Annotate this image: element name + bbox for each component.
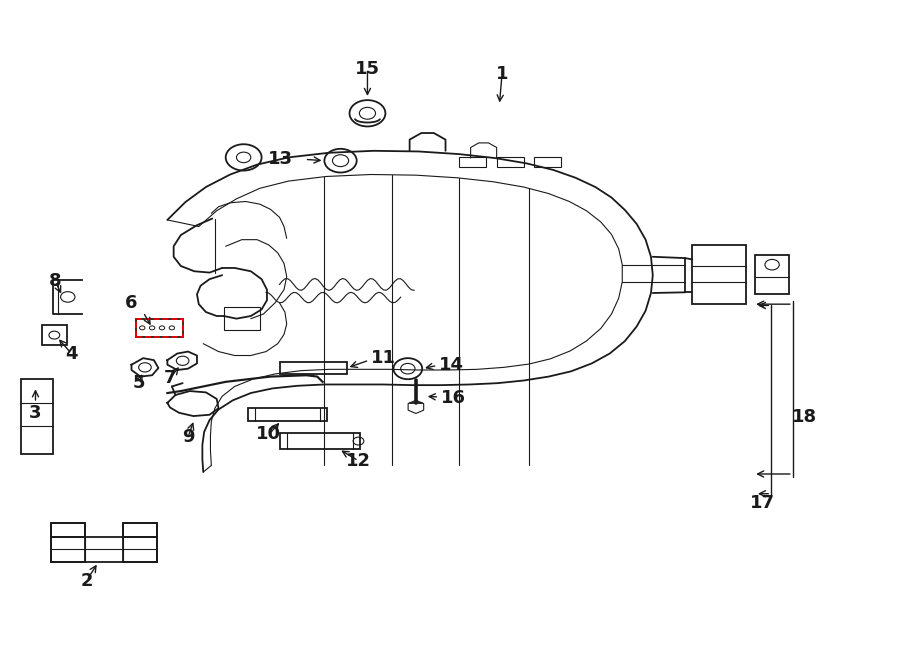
Bar — [459, 157, 486, 167]
Bar — [122, 523, 157, 537]
Bar — [280, 362, 346, 374]
Text: 8: 8 — [49, 272, 61, 290]
Bar — [280, 432, 360, 449]
Text: 4: 4 — [65, 344, 77, 362]
Bar — [50, 537, 157, 563]
Text: 12: 12 — [346, 452, 371, 470]
Bar — [535, 157, 562, 167]
Bar — [248, 408, 327, 420]
Text: 1: 1 — [496, 65, 508, 83]
Bar — [136, 319, 183, 337]
Text: 10: 10 — [256, 426, 282, 444]
Bar — [136, 319, 183, 337]
Bar — [41, 325, 67, 345]
Text: 7: 7 — [164, 369, 176, 387]
Bar — [122, 523, 157, 563]
Text: 3: 3 — [29, 404, 41, 422]
Text: 5: 5 — [132, 374, 145, 392]
Bar — [50, 523, 85, 537]
Bar — [692, 245, 746, 304]
Text: 14: 14 — [439, 356, 464, 373]
Bar — [21, 379, 53, 454]
Text: 11: 11 — [371, 349, 396, 367]
Bar — [755, 254, 789, 294]
Text: 2: 2 — [80, 572, 93, 590]
Bar — [50, 523, 85, 563]
Text: 16: 16 — [441, 389, 466, 407]
Text: 17: 17 — [750, 494, 775, 512]
Text: 9: 9 — [182, 428, 194, 446]
Text: 18: 18 — [792, 408, 817, 426]
Bar — [497, 157, 524, 167]
Text: 13: 13 — [268, 150, 293, 169]
Text: 15: 15 — [355, 59, 380, 77]
Text: 6: 6 — [125, 294, 138, 312]
Bar — [224, 307, 260, 330]
